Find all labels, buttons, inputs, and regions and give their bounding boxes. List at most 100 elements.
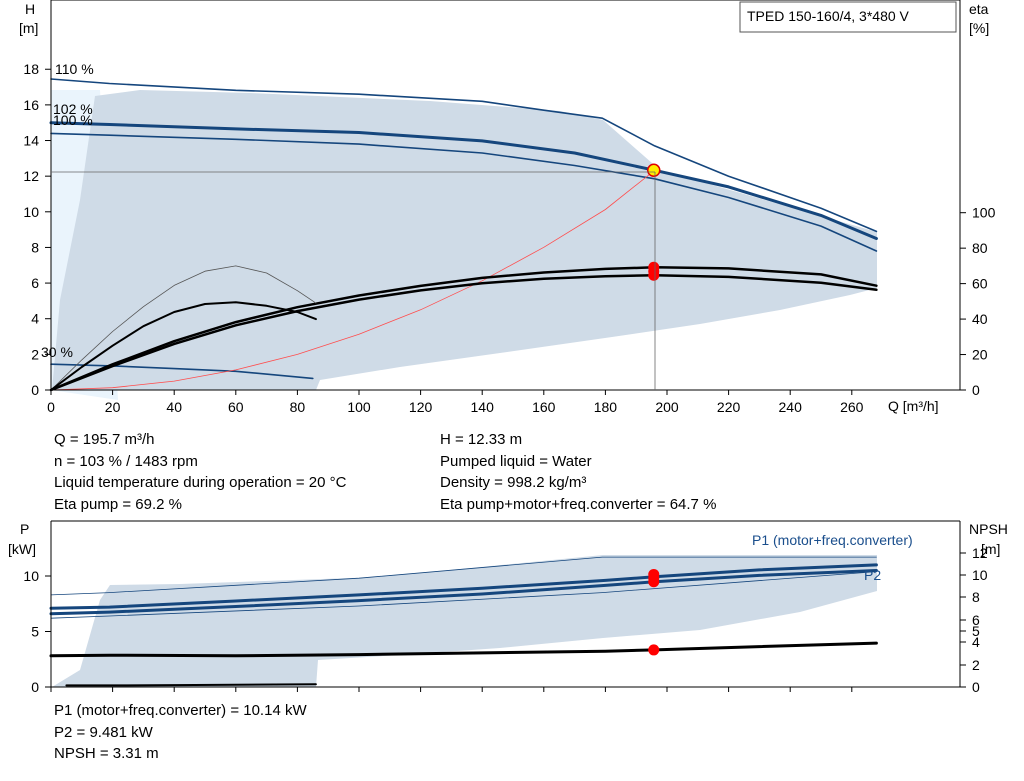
regulation-area bbox=[52, 90, 877, 390]
bottom-series-npsh-30 bbox=[65, 683, 317, 687]
title-box bbox=[739, 1, 957, 33]
bottom-y-tick-label-5: 5 bbox=[31, 624, 39, 640]
duty-point-marker bbox=[647, 163, 661, 178]
series-100 bbox=[50, 132, 878, 252]
y2-tick-label-80: 80 bbox=[972, 240, 988, 256]
y2-axis-label-eta: eta bbox=[969, 1, 989, 17]
y2-tick-label-40: 40 bbox=[972, 311, 988, 327]
bottom-y2-tick-label-0: 0 bbox=[972, 679, 980, 695]
bottom-series-p2 bbox=[49, 569, 878, 616]
y-tick-label-0: 0 bbox=[31, 382, 39, 398]
y-tick-label-10: 10 bbox=[23, 204, 39, 220]
info-head: H = 12.33 m bbox=[440, 431, 523, 448]
y2-tick-label-60: 60 bbox=[972, 276, 988, 292]
y-tick-label-16: 16 bbox=[23, 97, 39, 113]
x-tick-label-120: 120 bbox=[409, 399, 433, 415]
bottom-y2-tick-label-4: 4 bbox=[972, 634, 980, 650]
info-left: Q = 195.7 m³/h n = 103 % / 1483 rpm Liqu… bbox=[54, 429, 346, 515]
p2-point-marker bbox=[648, 576, 660, 588]
y2-tick-label-0: 0 bbox=[972, 382, 980, 398]
curve-label-30: 30 % bbox=[41, 344, 73, 360]
curve-label-100: 100 % bbox=[53, 112, 93, 128]
y-axis-label-h: H bbox=[25, 1, 35, 17]
y-axis-unit-p: [kW] bbox=[8, 541, 36, 557]
x-tick-label-200: 200 bbox=[655, 399, 679, 415]
eta-point-3-marker bbox=[648, 269, 660, 281]
power-curves bbox=[49, 556, 878, 687]
bottom-y2-tick-label-8: 8 bbox=[972, 589, 980, 605]
power-regulation-area bbox=[52, 555, 877, 687]
bottom-series-p1-100 bbox=[50, 571, 877, 619]
info-density: Density = 998.2 kg/m³ bbox=[440, 474, 587, 491]
info-npsh: NPSH = 3.31 m bbox=[54, 745, 159, 762]
x-tick-label-180: 180 bbox=[594, 399, 618, 415]
head-curves bbox=[49, 78, 878, 392]
x-tick-label-100: 100 bbox=[347, 399, 371, 415]
series-102 bbox=[49, 121, 878, 240]
legend-label-p2: P2 bbox=[864, 567, 881, 583]
head-efficiency-chart: 0 20 40 60 80 100 120 140 160 180 200 220 240 2600246… bbox=[19, 0, 996, 415]
series-eta-pump bbox=[49, 266, 878, 392]
bottom-y2-tick-label-6: 6 bbox=[972, 612, 980, 628]
series-110 bbox=[50, 78, 878, 233]
bottom-y-tick-label-10: 10 bbox=[23, 568, 39, 584]
info-p2: P2 = 9.481 kW bbox=[54, 723, 153, 741]
bottom-series-p1-110 bbox=[50, 556, 877, 596]
x-tick-label-160: 160 bbox=[532, 399, 556, 415]
top-markers bbox=[647, 163, 661, 281]
x-tick-label-220: 220 bbox=[717, 399, 741, 415]
y2-tick-label-20: 20 bbox=[972, 347, 988, 363]
info-p1: P1 (motor+freq.converter) = 10.14 kW bbox=[54, 702, 307, 719]
top-axes: 0 20 40 60 80 100 120 140 160 180 200 220 240 2600246… bbox=[23, 0, 996, 415]
x-tick-label-260: 260 bbox=[840, 399, 864, 415]
y2-axis-unit-eta: [%] bbox=[969, 20, 989, 36]
bottom-y2-tick-label-10: 10 bbox=[972, 567, 988, 583]
info-temperature: Liquid temperature during operation = 20… bbox=[54, 474, 347, 491]
y2-tick-label-100: 100 bbox=[972, 205, 996, 221]
info-eta-pump: Eta pump = 69.2 % bbox=[54, 495, 182, 513]
bottom-markers bbox=[648, 568, 660, 656]
x-tick-label-140: 140 bbox=[471, 399, 495, 415]
info-eta-total: Eta pump+motor+freq.converter = 64.7 % bbox=[440, 495, 717, 513]
bottom-y2-tick-label-12: 12 bbox=[972, 545, 988, 561]
x-tick-label-80: 80 bbox=[290, 399, 306, 415]
series-system-curve bbox=[50, 169, 656, 391]
curve-label-102: 102 % bbox=[53, 101, 93, 117]
y-tick-label-2: 2 bbox=[31, 346, 39, 362]
y-tick-label-14: 14 bbox=[23, 133, 39, 149]
info-liquid: Pumped liquid = Water bbox=[440, 452, 592, 470]
info-bottom: P1 (motor+freq.converter) = 10.14 kW P2 … bbox=[54, 700, 307, 765]
series-eta-30-max bbox=[50, 265, 317, 391]
info-flow: Q = 195.7 m³/h bbox=[54, 431, 155, 448]
y-axis-label-p: P bbox=[20, 521, 29, 537]
y-axis-unit-h: [m] bbox=[19, 20, 38, 36]
y-tick-label-4: 4 bbox=[31, 311, 39, 327]
series-30 bbox=[50, 363, 314, 380]
curve-label-110: 110 % bbox=[55, 61, 94, 77]
x-tick-label-0: 0 bbox=[47, 399, 55, 415]
info-speed: n = 103 % / 1483 rpm bbox=[54, 452, 198, 470]
bottom-series-p1-motor-freq-converter bbox=[49, 563, 878, 610]
bottom-y2-tick-label-2: 2 bbox=[972, 657, 980, 673]
npsh-point-marker bbox=[648, 644, 660, 656]
y-tick-label-8: 8 bbox=[31, 239, 39, 255]
x-tick-label-20: 20 bbox=[105, 399, 121, 415]
title-box-text: TPED 150-160/4, 3*480 V bbox=[747, 8, 910, 24]
x-tick-label-60: 60 bbox=[228, 399, 244, 415]
bottom-y2-tick-label-5: 5 bbox=[972, 623, 980, 639]
x-tick-label-40: 40 bbox=[166, 399, 182, 415]
y2-axis-unit-npsh: [m] bbox=[981, 541, 1000, 557]
info-right: H = 12.33 m Pumped liquid = Water Densit… bbox=[440, 429, 716, 515]
bottom-y-tick-label-0: 0 bbox=[31, 679, 39, 695]
y-tick-label-12: 12 bbox=[23, 168, 39, 184]
y-tick-label-6: 6 bbox=[31, 275, 39, 291]
y-tick-label-18: 18 bbox=[23, 61, 39, 77]
legend-label-p1: P1 (motor+freq.converter) bbox=[752, 532, 913, 548]
series-eta-pump-motor-freq-converter bbox=[49, 274, 878, 392]
series-eta-30 bbox=[50, 301, 317, 391]
x-tick-label-240: 240 bbox=[779, 399, 803, 415]
y2-axis-label-npsh: NPSH bbox=[969, 521, 1008, 537]
